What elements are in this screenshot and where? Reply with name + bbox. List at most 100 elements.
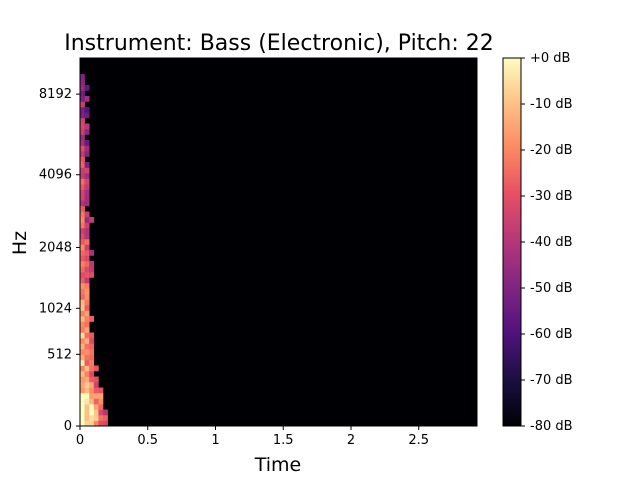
spectrogram-cell xyxy=(93,420,99,427)
spectrogram-cell xyxy=(84,189,90,196)
spectrogram-cell xyxy=(80,222,85,229)
spectrogram-cell xyxy=(80,277,85,284)
spectrogram-cell xyxy=(89,316,95,322)
colorbar-axis: +0 dB -10 dB -20 dB -30 dB -40 dB -50 dB -60 d… xyxy=(521,51,573,434)
colorbar-tick-label: -50 dB xyxy=(530,281,573,296)
colorbar-tick-label: +0 dB xyxy=(530,51,570,66)
spectrogram-cell xyxy=(80,184,85,190)
spectrogram-cell xyxy=(84,112,90,119)
spectrogram-cell xyxy=(80,85,85,91)
spectrogram-cell xyxy=(103,409,108,416)
spectrogram-cell xyxy=(89,338,95,344)
spectrogram-cell xyxy=(80,420,85,427)
spectrogram-cell xyxy=(84,239,90,245)
spectrogram-cell xyxy=(93,387,99,394)
spectrogram-cell xyxy=(84,151,90,157)
spectrogram-cell xyxy=(80,261,85,267)
y-tick-label: 8192 xyxy=(39,87,72,102)
spectrogram-cell xyxy=(80,206,85,212)
spectrogram-cell xyxy=(84,299,90,306)
spectrogram-cell xyxy=(84,195,90,201)
spectrogram-energy xyxy=(80,74,108,427)
y-tick-label: 2048 xyxy=(39,240,72,255)
x-tick-label: 1 xyxy=(211,433,219,448)
spectrogram-cell xyxy=(89,371,95,377)
spectrogram-cell xyxy=(93,382,99,388)
spectrogram-cell xyxy=(80,228,85,234)
spectrogram-cell xyxy=(80,316,85,322)
x-axis: 0 0.5 1 1.5 2 2.5 xyxy=(76,426,429,448)
spectrogram-cell xyxy=(80,118,85,124)
spectrogram-cell xyxy=(80,156,85,163)
spectrogram-cell xyxy=(84,310,90,317)
spectrogram-cell xyxy=(84,404,90,410)
spectrogram-cell xyxy=(84,316,90,322)
spectrogram-cell xyxy=(89,266,95,273)
spectrogram-cell xyxy=(80,338,85,344)
spectrogram-cell xyxy=(84,123,90,130)
spectrogram-cell xyxy=(84,349,90,355)
spectrogram-cell xyxy=(80,239,85,245)
spectrogram-cell xyxy=(84,250,90,256)
spectrogram-cell xyxy=(84,200,90,207)
spectrogram-cell xyxy=(84,294,90,300)
spectrogram-cell xyxy=(80,250,85,256)
spectrogram-cell xyxy=(80,140,85,146)
x-tick-label: 2.5 xyxy=(408,433,429,448)
spectrogram-cell xyxy=(93,415,99,421)
spectrogram-cell xyxy=(84,173,90,179)
spectrogram-cell xyxy=(89,250,95,256)
spectrogram-cell xyxy=(84,332,90,339)
spectrogram-cell xyxy=(89,354,95,361)
spectrogram-cell xyxy=(89,217,95,223)
spectrogram-cell xyxy=(84,222,90,229)
spectrogram-cell xyxy=(89,387,95,394)
colorbar-tick-label: -40 dB xyxy=(530,235,573,250)
spectrogram-cell xyxy=(80,134,85,141)
spectrogram-cell xyxy=(89,420,95,427)
spectrogram-cell xyxy=(84,162,90,168)
spectrogram-cell xyxy=(84,178,90,185)
spectrogram-cell xyxy=(80,382,85,388)
spectrogram-cell xyxy=(89,409,95,416)
spectrogram-cell xyxy=(84,393,90,399)
spectrogram-cell xyxy=(80,162,85,168)
spectrogram-cell xyxy=(89,365,95,372)
spectrogram-cell xyxy=(84,288,90,295)
spectrogram-cell xyxy=(84,261,90,267)
spectrogram-cell xyxy=(84,184,90,190)
spectrogram-cell xyxy=(89,349,95,355)
spectrogram-cell xyxy=(84,272,90,278)
spectrogram-cell xyxy=(80,90,85,97)
spectrogram-cell xyxy=(98,393,104,399)
spectrogram-cell xyxy=(89,343,95,350)
spectrogram-cell xyxy=(80,129,85,135)
spectrogram-cell xyxy=(84,244,90,251)
x-tick-label: 1.5 xyxy=(273,433,294,448)
spectrogram-cell xyxy=(103,415,108,421)
spectrogram-cell xyxy=(84,85,90,91)
spectrogram-cell xyxy=(80,332,85,339)
spectrogram-cell xyxy=(89,272,95,278)
spectrogram-cell xyxy=(89,382,95,388)
spectrogram-cell xyxy=(80,343,85,350)
spectrogram-cell xyxy=(80,189,85,196)
spectrogram-cell xyxy=(84,233,90,240)
spectrogram-cell xyxy=(80,360,85,366)
spectrogram-cell xyxy=(80,349,85,355)
spectrogram-cell xyxy=(80,266,85,273)
y-axis: 0 512 1024 2048 4096 8192 xyxy=(39,87,80,434)
spectrogram-cell xyxy=(84,211,90,218)
spectrogram-cell xyxy=(84,277,90,284)
spectrogram-cell xyxy=(80,409,85,416)
spectrogram-cell xyxy=(84,266,90,273)
spectrogram-cell xyxy=(93,393,99,399)
x-axis-label: Time xyxy=(254,454,302,476)
spectrogram-cell xyxy=(80,96,85,102)
spectrogram-cell xyxy=(98,409,104,416)
spectrogram-cell xyxy=(80,310,85,317)
colorbar-tick-label: -60 dB xyxy=(530,327,573,342)
spectrogram-cell xyxy=(98,420,104,427)
colorbar-tick-label: -10 dB xyxy=(530,97,573,112)
spectrogram-cell xyxy=(98,398,104,405)
